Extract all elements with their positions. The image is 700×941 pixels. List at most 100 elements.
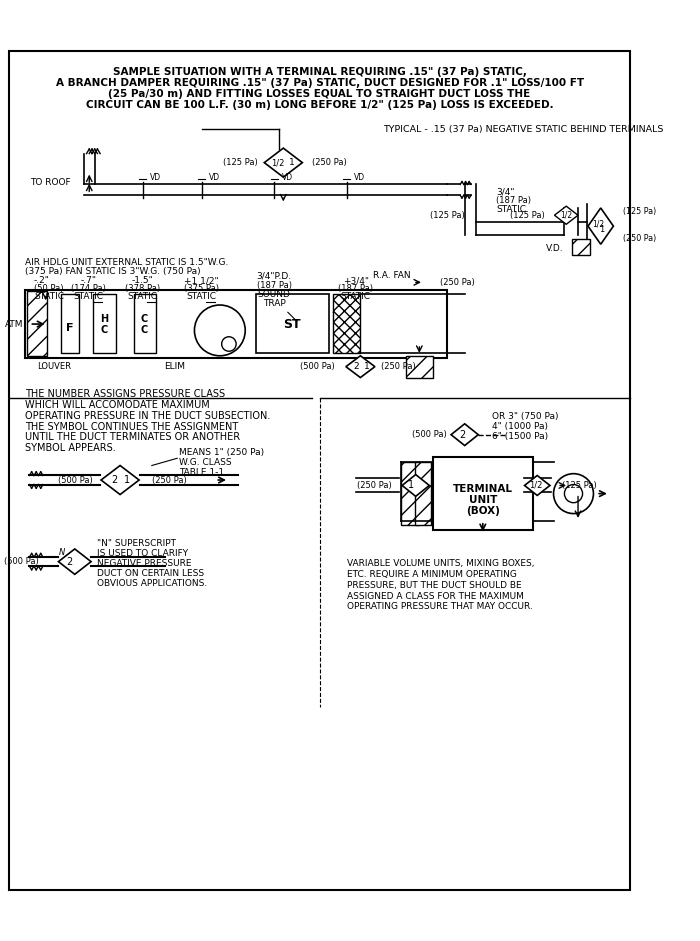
Text: (250 Pa): (250 Pa) [440,278,475,287]
Text: +3/4": +3/4" [343,276,369,285]
Text: (250 Pa): (250 Pa) [382,362,416,371]
Text: 1: 1 [408,481,414,490]
Text: -.7": -.7" [80,276,97,285]
Text: UNIT: UNIT [468,495,497,505]
Text: STATIC: STATIC [341,293,371,301]
Text: W.G. CLASS: W.G. CLASS [179,458,232,468]
Text: STATIC: STATIC [34,293,64,301]
Bar [433,457,533,530]
Text: 1: 1 [364,362,370,371]
Bar [572,239,590,255]
Text: 2: 2 [66,557,72,566]
Text: (125 Pa): (125 Pa) [510,211,545,220]
Polygon shape [402,474,429,496]
Text: 3/4": 3/4" [496,187,515,196]
Text: VD: VD [281,172,293,182]
Text: (500 Pa): (500 Pa) [4,557,38,566]
Text: (500 Pa): (500 Pa) [58,475,93,485]
Text: OPERATING PRESSURE IN THE DUCT SUBSECTION.: OPERATING PRESSURE IN THE DUCT SUBSECTIO… [25,410,270,421]
Text: F: F [66,323,74,333]
Text: TYPICAL - .15 (37 Pa) NEGATIVE STATIC BEHIND TERMINALS: TYPICAL - .15 (37 Pa) NEGATIVE STATIC BE… [383,124,664,134]
Text: (125 Pa): (125 Pa) [624,207,657,216]
Text: STATIC: STATIC [187,293,217,301]
Text: ETC. REQUIRE A MINIMUM OPERATING: ETC. REQUIRE A MINIMUM OPERATING [346,570,517,579]
Text: WHICH WILL ACCOMODATE MAXIMUM: WHICH WILL ACCOMODATE MAXIMUM [25,400,209,409]
Text: ST: ST [284,317,301,330]
Text: ELIM: ELIM [164,362,185,371]
Text: ASSIGNED A CLASS FOR THE MAXIMUM: ASSIGNED A CLASS FOR THE MAXIMUM [346,592,524,600]
Text: LOUVER: LOUVER [36,362,71,371]
Text: STATIC: STATIC [74,293,104,301]
Text: C: C [141,313,148,324]
Text: (187 Pa): (187 Pa) [257,280,292,290]
Bar [406,356,433,378]
Text: (250 Pa): (250 Pa) [358,481,392,490]
Text: 1/2: 1/2 [592,220,604,229]
Text: MEANS 1" (250 Pa): MEANS 1" (250 Pa) [179,448,264,457]
Bar [25,290,447,358]
Text: (187 Pa): (187 Pa) [338,284,373,294]
Text: OBVIOUS APPLICATIONS.: OBVIOUS APPLICATIONS. [97,579,208,588]
Text: STATIC: STATIC [128,293,158,301]
Text: STATIC: STATIC [496,205,526,215]
Text: N: N [59,548,65,557]
Text: 1: 1 [125,475,130,485]
Polygon shape [524,475,550,496]
Text: +1 1/2": +1 1/2" [184,276,219,285]
Bar [333,295,360,353]
Text: 4" (1000 Pa): 4" (1000 Pa) [492,422,548,431]
Text: (125 Pa): (125 Pa) [561,481,596,490]
Text: NEGATIVE PRESSURE: NEGATIVE PRESSURE [97,559,192,568]
Text: (375 Pa) FAN STATIC IS 3"W.G. (750 Pa): (375 Pa) FAN STATIC IS 3"W.G. (750 Pa) [25,267,200,276]
Text: PRESSURE, BUT THE DUCT SHOULD BE: PRESSURE, BUT THE DUCT SHOULD BE [346,581,522,590]
Text: OR 3" (750 Pa): OR 3" (750 Pa) [492,412,559,421]
Text: (125 Pa): (125 Pa) [223,158,258,167]
Text: (50 Pa): (50 Pa) [34,284,64,294]
Text: THE NUMBER ASSIGNS PRESSURE CLASS: THE NUMBER ASSIGNS PRESSURE CLASS [25,389,225,399]
Text: (250 Pa): (250 Pa) [624,234,657,244]
Text: (250 Pa): (250 Pa) [312,158,347,167]
Bar [93,295,116,353]
Text: AIR HDLG UNIT EXTERNAL STATIC IS 1.5"W.G.: AIR HDLG UNIT EXTERNAL STATIC IS 1.5"W.G… [25,258,228,267]
Text: (500 Pa): (500 Pa) [300,362,335,371]
Polygon shape [451,423,478,445]
Text: SAMPLE SITUATION WITH A TERMINAL REQUIRING .15" (37 Pa) STATIC,: SAMPLE SITUATION WITH A TERMINAL REQUIRI… [113,67,526,77]
Text: R.A. FAN: R.A. FAN [373,272,411,280]
Bar [415,462,431,525]
Text: SYMBOL APPEARS.: SYMBOL APPEARS. [25,443,116,454]
Text: (25 Pa/30 m) AND FITTING LOSSES EQUAL TO STRAIGHT DUCT LOSS THE: (25 Pa/30 m) AND FITTING LOSSES EQUAL TO… [108,88,531,99]
Text: TRAP: TRAP [263,298,286,308]
Text: "N" SUPERSCRIPT: "N" SUPERSCRIPT [97,539,176,548]
Text: H: H [99,313,108,324]
Text: (500 Pa): (500 Pa) [412,430,447,439]
Text: THE SYMBOL CONTINUES THE ASSIGNMENT: THE SYMBOL CONTINUES THE ASSIGNMENT [25,422,238,432]
Text: UNTIL THE DUCT TERMINATES OR ANOTHER: UNTIL THE DUCT TERMINATES OR ANOTHER [25,433,240,442]
Text: IS USED TO CLARIFY: IS USED TO CLARIFY [97,549,188,558]
Text: TABLE 1-1: TABLE 1-1 [179,469,224,477]
Text: ATM: ATM [5,320,23,328]
Text: VARIABLE VOLUME UNITS, MIXING BOXES,: VARIABLE VOLUME UNITS, MIXING BOXES, [346,559,534,568]
Text: A BRANCH DAMPER REQUIRING .15" (37 Pa) STATIC, DUCT DESIGNED FOR .1" LOSS/100 FT: A BRANCH DAMPER REQUIRING .15" (37 Pa) S… [55,78,584,88]
Text: (125 Pa): (125 Pa) [430,211,465,220]
Text: -.2": -.2" [34,276,50,285]
Polygon shape [346,356,375,377]
Text: V.D.: V.D. [546,245,564,253]
Bar [134,295,156,353]
Text: C: C [100,326,107,335]
Text: CIRCUIT CAN BE 100 L.F. (30 m) LONG BEFORE 1/2" (125 Pa) LOSS IS EXCEEDED.: CIRCUIT CAN BE 100 L.F. (30 m) LONG BEFO… [86,100,554,109]
Text: -1.5": -1.5" [132,276,153,285]
Bar [61,295,79,353]
Bar [27,292,47,356]
Text: C: C [141,326,148,335]
Text: (174 Pa): (174 Pa) [71,284,106,294]
Text: 1: 1 [599,225,604,234]
Polygon shape [101,466,139,495]
Text: VD: VD [209,172,220,182]
Text: 2: 2 [458,430,465,439]
Text: (187 Pa): (187 Pa) [496,197,531,205]
Text: 2: 2 [111,475,118,485]
Text: 2: 2 [353,362,358,371]
Polygon shape [265,148,302,177]
Text: 1/2: 1/2 [271,158,285,167]
Text: (250 Pa): (250 Pa) [152,475,187,485]
